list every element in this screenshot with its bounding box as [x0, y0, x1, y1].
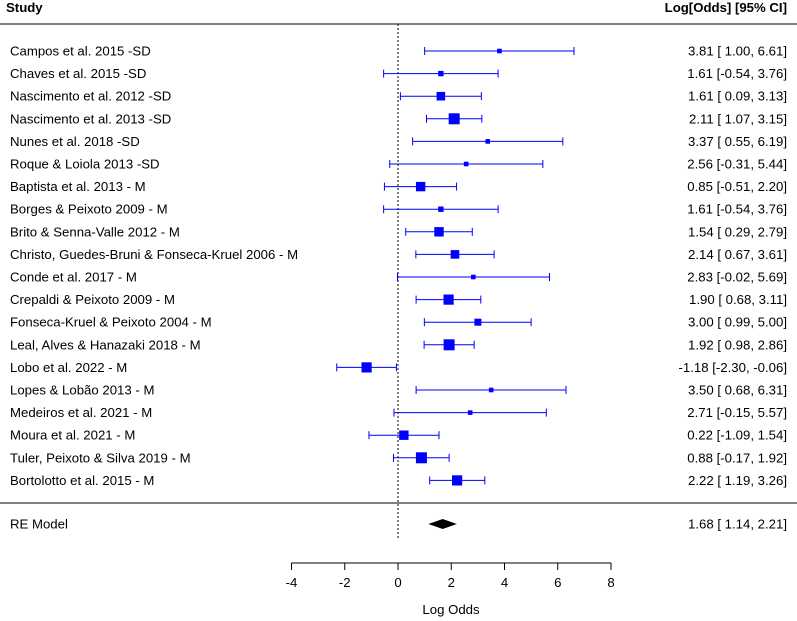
study-row: Moura et al. 2021 - M 0.22 [-1.09, 1.54]: [10, 428, 787, 443]
study-label: Leal, Alves & Hanazaki 2018 - M: [10, 337, 201, 352]
estimate-ci-text: 1.92 [ 0.98, 2.86]: [688, 337, 787, 352]
study-label: Roque & Loiola 2013 -SD: [10, 157, 160, 172]
summary-label: RE Model: [10, 517, 68, 532]
study-row: Lobo et al. 2022 - M -1.18 [-2.30, -0.06]: [10, 360, 787, 375]
study-label: Lobo et al. 2022 - M: [10, 360, 127, 375]
estimate-ci-text: 2.83 [-0.02, 5.69]: [687, 270, 787, 285]
x-axis: -4 -2 0 2 4 6 8: [286, 562, 615, 590]
point-estimate-marker: [497, 48, 502, 54]
point-estimate-marker: [450, 250, 460, 259]
study-row: Bortolotto et al. 2015 - M 2.22 [ 1.19, 3…: [10, 473, 787, 488]
point-estimate-marker: [452, 475, 463, 486]
study-row: Brito & Senna-Valle 2012 - M 1.54 [ 0.29,…: [10, 224, 787, 239]
estimate-ci-text: 2.11 [ 1.07, 3.15]: [689, 111, 787, 126]
estimate-ci-text: 1.54 [ 0.29, 2.79]: [688, 224, 787, 239]
study-row: Conde et al. 2017 - M 2.83 [-0.02, 5.69]: [10, 270, 787, 285]
study-row: Medeiros et al. 2021 - M 2.71 [-0.15, 5.5…: [10, 405, 787, 420]
study-label: Fonseca-Kruel & Peixoto 2004 - M: [10, 315, 212, 330]
estimate-ci-text: 1.61 [ 0.09, 3.13]: [688, 89, 787, 104]
summary-diamond: [428, 519, 457, 529]
study-row: Christo, Guedes-Bruni & Fonseca-Kruel 20…: [10, 247, 787, 262]
point-estimate-marker: [399, 430, 409, 440]
study-label: Chaves et al. 2015 -SD: [10, 66, 146, 81]
study-label: Baptista et al. 2013 - M: [10, 179, 146, 194]
estimate-ci-text: 3.37 [ 0.55, 6.19]: [688, 134, 787, 149]
point-estimate-marker: [361, 362, 372, 373]
estimate-ci-text: 3.50 [ 0.68, 6.31]: [688, 383, 787, 398]
study-row: Nunes et al. 2018 -SD 3.37 [ 0.55, 6.19]: [10, 134, 787, 149]
estimate-ci-text: 1.61 [-0.54, 3.76]: [687, 202, 787, 217]
estimate-ci-text: 1.90 [ 0.68, 3.11]: [689, 292, 787, 307]
x-tick-label: 2: [448, 575, 455, 590]
point-estimate-marker: [415, 181, 426, 192]
point-estimate-marker: [471, 274, 476, 280]
point-estimate-marker: [448, 113, 460, 125]
estimate-ci-text: 1.61 [-0.54, 3.76]: [687, 66, 787, 81]
study-row: Nascimento et al. 2013 -SD 2.11 [ 1.07, 3…: [10, 111, 787, 126]
study-row: Tuler, Peixoto & Silva 2019 - M 0.88 [-0.…: [10, 450, 787, 465]
point-estimate-marker: [467, 410, 473, 415]
estimate-ci-text: 2.56 [-0.31, 5.44]: [687, 157, 787, 172]
point-estimate-marker: [488, 387, 494, 393]
study-row: Chaves et al. 2015 -SD 1.61 [-0.54, 3.76]: [10, 66, 787, 81]
x-tick-label: 0: [394, 575, 401, 590]
point-estimate-marker: [436, 91, 446, 101]
x-tick-label: 4: [501, 575, 508, 590]
estimate-ci-text: 0.88 [-0.17, 1.92]: [687, 450, 787, 465]
estimate-ci-text: 3.00 [ 0.99, 5.00]: [688, 315, 787, 330]
study-row: Borges & Peixoto 2009 - M 1.61 [-0.54, 3.…: [10, 202, 787, 217]
estimate-ci-text: 2.14 [ 0.67, 3.61]: [688, 247, 787, 262]
point-estimate-marker: [474, 318, 482, 326]
study-rows: Campos et al. 2015 -SD 3.81 [ 1.00, 6.61]…: [10, 44, 787, 488]
study-label: Brito & Senna-Valle 2012 - M: [10, 224, 180, 239]
x-tick-label: -4: [286, 575, 298, 590]
point-estimate-marker: [485, 139, 491, 144]
x-tick-label: 8: [607, 575, 614, 590]
study-row: Nascimento et al. 2012 -SD 1.61 [ 0.09, 3…: [10, 89, 787, 104]
point-estimate-marker: [443, 339, 455, 351]
study-row: Baptista et al. 2013 - M 0.85 [-0.51, 2.2…: [10, 179, 787, 194]
x-tick-label: 6: [554, 575, 561, 590]
study-label: Tuler, Peixoto & Silva 2019 - M: [10, 450, 191, 465]
estimate-ci-text: 0.22 [-1.09, 1.54]: [687, 428, 787, 443]
study-label: Borges & Peixoto 2009 - M: [10, 202, 168, 217]
study-row: Fonseca-Kruel & Peixoto 2004 - M 3.00 [ 0…: [10, 315, 787, 330]
estimate-ci-text: 2.22 [ 1.19, 3.26]: [688, 473, 787, 488]
study-row: Lopes & Lobão 2013 - M 3.50 [ 0.68, 6.31]: [10, 383, 787, 398]
point-estimate-marker: [443, 294, 454, 305]
estimate-ci-text: 2.71 [-0.15, 5.57]: [687, 405, 787, 420]
point-estimate-marker: [438, 70, 444, 77]
header-study: Study: [6, 0, 43, 15]
summary-estimate-text: 1.68 [ 1.14, 2.21]: [688, 517, 787, 532]
study-row: Campos et al. 2015 -SD 3.81 [ 1.00, 6.61]: [10, 44, 787, 59]
estimate-ci-text: -1.18 [-2.30, -0.06]: [679, 360, 788, 375]
x-tick-label: -2: [339, 575, 351, 590]
study-label: Crepaldi & Peixoto 2009 - M: [10, 292, 175, 307]
summary-row: RE Model 1.68 [ 1.14, 2.21]: [10, 517, 787, 532]
study-row: Roque & Loiola 2013 -SD 2.56 [-0.31, 5.44…: [10, 157, 787, 172]
study-label: Bortolotto et al. 2015 - M: [10, 473, 154, 488]
point-estimate-marker: [415, 452, 427, 464]
point-estimate-marker: [434, 227, 444, 237]
study-row: Crepaldi & Peixoto 2009 - M 1.90 [ 0.68, …: [10, 292, 787, 307]
study-label: Christo, Guedes-Bruni & Fonseca-Kruel 20…: [10, 247, 298, 262]
study-label: Nascimento et al. 2012 -SD: [10, 89, 171, 104]
study-label: Nunes et al. 2018 -SD: [10, 134, 140, 149]
study-label: Moura et al. 2021 - M: [10, 428, 135, 443]
study-label: Campos et al. 2015 -SD: [10, 44, 151, 59]
study-label: Conde et al. 2017 - M: [10, 270, 137, 285]
estimate-ci-text: 3.81 [ 1.00, 6.61]: [688, 44, 787, 59]
x-axis-label: Log Odds: [422, 602, 480, 617]
header-estimate-ci: Log[Odds] [95% CI]: [665, 0, 787, 15]
point-estimate-marker: [463, 161, 469, 167]
study-label: Nascimento et al. 2013 -SD: [10, 111, 171, 126]
estimate-ci-text: 0.85 [-0.51, 2.20]: [687, 179, 787, 194]
study-label: Medeiros et al. 2021 - M: [10, 405, 152, 420]
point-estimate-marker: [438, 206, 444, 212]
study-label: Lopes & Lobão 2013 - M: [10, 383, 154, 398]
study-row: Leal, Alves & Hanazaki 2018 - M 1.92 [ 0.…: [10, 337, 787, 352]
